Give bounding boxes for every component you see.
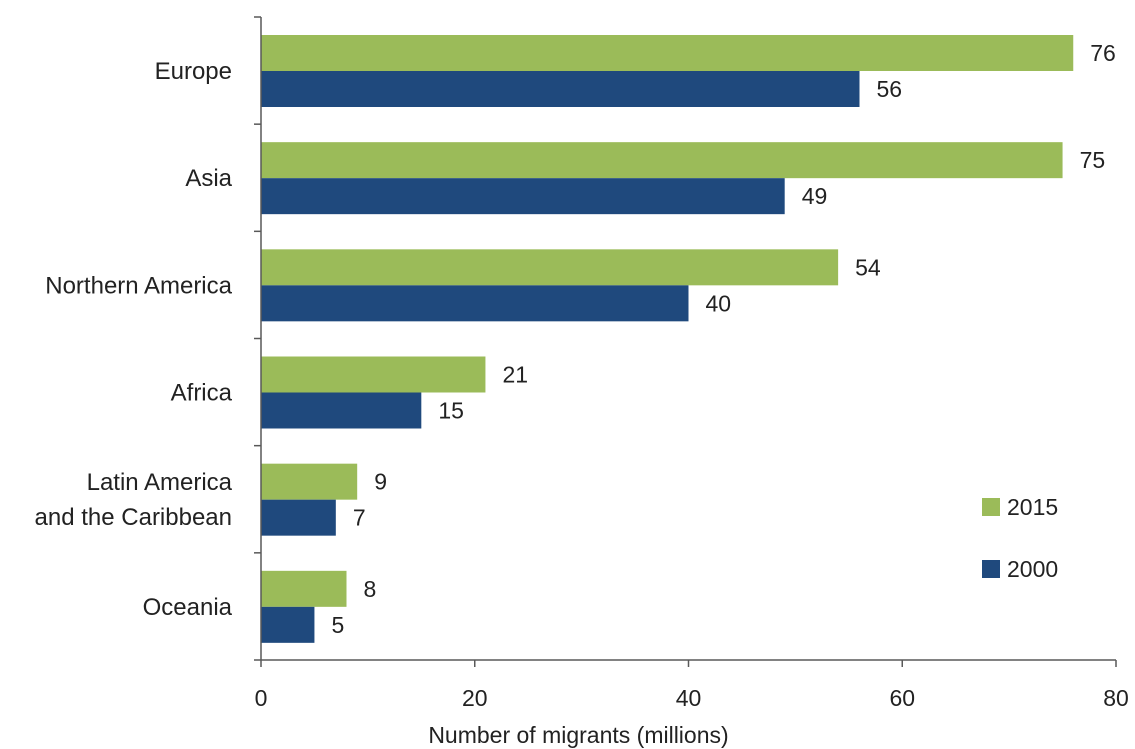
category-labels: Europe Asia Northern America Africa Latin Am… [35, 58, 233, 621]
plot-area: 76 56 75 49 54 40 21 15 97 85 [261, 35, 1116, 643]
x-tick-label-40: 40 [676, 685, 702, 711]
legend-label-2015: 2015 [1007, 494, 1058, 520]
category-label-asia: Asia [185, 165, 232, 192]
x-tick-label-0: 0 [255, 685, 268, 711]
bar-africa-2015 [261, 356, 486, 393]
x-tick-label-80: 80 [1103, 685, 1129, 711]
data-label-northern-america-2000: 40 [706, 290, 732, 316]
legend-label-2000: 2000 [1007, 556, 1058, 582]
data-label-africa-2015: 21 [502, 362, 528, 388]
category-label-latin-america-and-the-caribbean: Latin America [87, 469, 233, 496]
legend-swatch-2000 [982, 560, 1000, 578]
x-axis-ticks: 0 20 40 60 80 [254, 16, 1129, 711]
legend-swatch-2015 [982, 498, 1000, 516]
bar-latin-america-and-the-caribbean-2015 [261, 463, 358, 500]
bar-europe-2000 [261, 71, 860, 107]
bar-northern-america-2015 [261, 249, 839, 286]
category-label-europe: Europe [155, 58, 232, 85]
data-label-oceania-2015: 8 [364, 576, 377, 602]
category-label-africa: Africa [171, 380, 233, 407]
bar-asia-2015 [261, 142, 1063, 179]
data-label-asia-2000: 49 [802, 183, 828, 209]
data-label-latin-america-and-the-caribbean-2015: 9 [374, 469, 387, 495]
x-axis-title: Number of migrants (millions) [428, 722, 728, 748]
bar-oceania-2015 [261, 570, 347, 607]
x-tick-label-20: 20 [462, 685, 488, 711]
bar-europe-2015 [261, 35, 1074, 71]
data-label-northern-america-2015: 54 [855, 254, 881, 280]
data-label-oceania-2000: 5 [331, 612, 344, 638]
bar-africa-2000 [261, 392, 422, 429]
data-label-europe-2000: 56 [877, 76, 903, 102]
x-tick-label-60: 60 [889, 685, 915, 711]
category-label-latin-america-and-the-caribbean: and the Caribbean [35, 504, 232, 531]
data-label-asia-2015: 75 [1080, 147, 1106, 173]
category-label-northern-america: Northern America [45, 272, 232, 299]
bar-asia-2000 [261, 178, 785, 215]
data-label-africa-2000: 15 [438, 398, 464, 424]
data-label-latin-america-and-the-caribbean-2000: 7 [353, 505, 366, 531]
bar-northern-america-2000 [261, 285, 689, 322]
data-label-europe-2015: 76 [1090, 40, 1116, 66]
legend: 2015 2000 [982, 494, 1058, 582]
category-label-oceania: Oceania [143, 594, 233, 621]
bar-latin-america-and-the-caribbean-2000 [261, 499, 336, 536]
bar-oceania-2000 [261, 606, 315, 643]
